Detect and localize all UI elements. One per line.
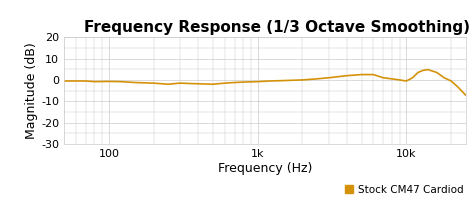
X-axis label: Frequency (Hz): Frequency (Hz) [218,162,312,175]
Y-axis label: Magnitude (dB): Magnitude (dB) [25,42,38,139]
Text: Frequency Response (1/3 Octave Smoothing): Frequency Response (1/3 Octave Smoothing… [84,20,470,35]
Legend: Stock CM47 Cardiod: Stock CM47 Cardiod [341,180,467,199]
